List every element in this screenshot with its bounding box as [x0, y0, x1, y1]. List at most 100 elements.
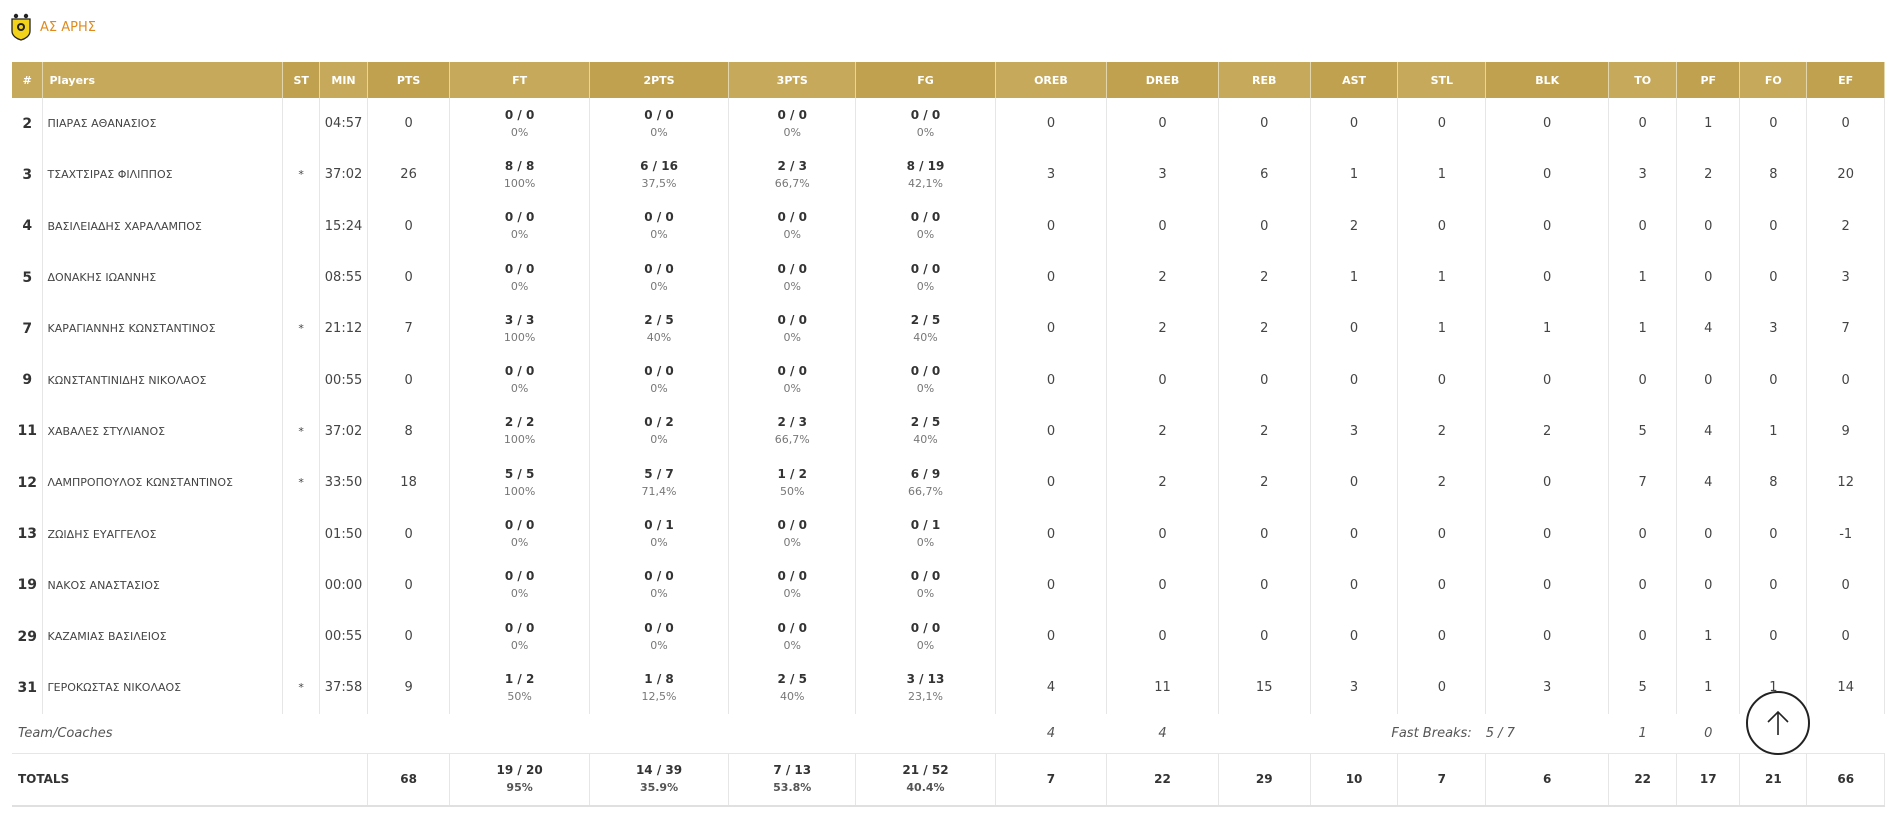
- player-name[interactable]: ΓΕΡΟΚΩΣΤΑΣ ΝΙΚΟΛΑΟΣ: [42, 662, 284, 714]
- player-name[interactable]: ΤΣΑΧΤΣΙΡΑΣ ΦΙΛΙΠΠΟΣ: [42, 149, 284, 201]
- column-header-8: FG: [855, 62, 996, 98]
- p3-made-attempted: 0 / 0: [777, 107, 807, 122]
- ft-cell: 0 / 0 0%: [449, 508, 590, 560]
- p3-made-attempted: 2 / 3: [777, 415, 807, 430]
- player-number: 2: [12, 98, 44, 150]
- column-header-3: MIN: [319, 62, 368, 98]
- ast-value: 1: [1310, 251, 1399, 304]
- starter-mark: [282, 354, 321, 406]
- fg-made-attempted: 2 / 5: [910, 312, 941, 327]
- stl-value: 0: [1397, 610, 1487, 663]
- p2-cell: 6 / 16 37,5%: [589, 149, 730, 201]
- p3-cell: 1 / 2 50%: [728, 457, 857, 509]
- points: 8: [367, 405, 451, 458]
- p2-percentage: 0%: [650, 382, 668, 396]
- player-name[interactable]: ΚΩΝΣΤΑΝΤΙΝΙΔΗΣ ΝΙΚΟΛΑΟΣ: [42, 354, 284, 406]
- p2-made-attempted: 0 / 0: [644, 569, 674, 584]
- oreb-value: 0: [995, 354, 1108, 406]
- player-name[interactable]: ΝΑΚΟΣ ΑΝΑΣΤΑΣΙΟΣ: [42, 559, 284, 611]
- to-value: 0: [1608, 610, 1678, 663]
- stl-value: 1: [1397, 149, 1487, 201]
- blk-value: 1: [1485, 303, 1610, 355]
- pf-value: 0: [1676, 200, 1741, 252]
- fg-cell: 0 / 1 0%: [855, 508, 996, 560]
- p2-made-attempted: 0 / 0: [644, 364, 674, 379]
- team-to: 1: [1638, 725, 1647, 741]
- points: 0: [367, 98, 451, 150]
- player-name[interactable]: ΛΑΜΠΡΟΠΟΥΛΟΣ ΚΩΝΣΤΑΝΤΙΝΟΣ: [42, 457, 284, 509]
- total-blk: 6: [1485, 753, 1610, 807]
- column-header-5: FT: [449, 62, 590, 98]
- p2-percentage: 0%: [650, 638, 668, 652]
- p2-percentage: 0%: [650, 433, 668, 447]
- to-value: 0: [1608, 508, 1678, 560]
- player-name[interactable]: ΒΑΣΙΛΕΙΑΔΗΣ ΧΑΡΑΛΑΜΠΟΣ: [42, 200, 284, 252]
- blk-value: 0: [1485, 354, 1610, 406]
- fo-value: 1: [1739, 405, 1808, 458]
- ft-cell: 0 / 0 0%: [449, 98, 590, 150]
- p3-cell: 2 / 3 66,7%: [728, 149, 857, 201]
- player-number: 13: [12, 508, 44, 560]
- dreb-value: 2: [1106, 405, 1219, 458]
- ast-value: 0: [1310, 559, 1399, 611]
- player-name[interactable]: ΠΙΑΡΑΣ ΑΘΑΝΑΣΙΟΣ: [42, 98, 284, 150]
- p2-made-attempted: 5 / 7: [644, 466, 674, 481]
- stl-value: 1: [1397, 251, 1487, 304]
- fo-value: 0: [1739, 251, 1808, 304]
- p2-made-attempted: 1 / 8: [644, 671, 674, 686]
- stl-value: 0: [1397, 559, 1487, 611]
- p2-percentage: 71,4%: [641, 484, 677, 498]
- player-number: 7: [12, 303, 44, 355]
- fg-made-attempted: 0 / 0: [910, 569, 941, 584]
- player-name[interactable]: ΧΑΒΑΛΕΣ ΣΤΥΛΙΑΝΟΣ: [42, 405, 284, 458]
- fo-value: 3: [1739, 303, 1808, 355]
- ef-value: 3: [1806, 251, 1885, 304]
- dreb-value: 0: [1106, 354, 1219, 406]
- fg-cell: 0 / 0 0%: [855, 200, 996, 252]
- ast-value: 0: [1310, 303, 1399, 355]
- minutes: 00:00: [319, 559, 368, 611]
- ft-percentage: 50%: [507, 689, 532, 703]
- player-number: 11: [12, 405, 44, 458]
- oreb-value: 0: [995, 405, 1108, 458]
- ft-made-attempted: 0 / 0: [504, 261, 535, 276]
- player-name[interactable]: ΚΑΖΑΜΙΑΣ ΒΑΣΙΛΕΙΟΣ: [42, 610, 284, 663]
- table-row: 9 ΚΩΝΣΤΑΝΤΙΝΙΔΗΣ ΝΙΚΟΛΑΟΣ 00:55 0 0 / 0 0% 0 /…: [12, 354, 1885, 406]
- p2-cell: 5 / 7 71,4%: [589, 457, 730, 509]
- points: 0: [367, 354, 451, 406]
- ft-made-attempted: 3 / 3: [504, 312, 535, 327]
- player-name[interactable]: ΚΑΡΑΓΙΑΝΝΗΣ ΚΩΝΣΤΑΝΤΙΝΟΣ: [42, 303, 284, 355]
- starter-mark: *: [282, 149, 321, 201]
- p3-percentage: 0%: [783, 125, 801, 139]
- reb-value: 6: [1218, 149, 1311, 201]
- player-number: 12: [12, 457, 44, 509]
- p2-made-attempted: 0 / 2: [644, 415, 674, 430]
- ft-cell: 0 / 0 0%: [449, 200, 590, 252]
- scroll-to-top-button[interactable]: [1746, 691, 1810, 755]
- ast-value: 0: [1310, 457, 1399, 509]
- column-header-0: #: [12, 62, 44, 98]
- blk-value: 0: [1485, 559, 1610, 611]
- to-value: 0: [1608, 200, 1678, 252]
- total-to: 22: [1608, 753, 1678, 807]
- reb-value: 0: [1218, 508, 1311, 560]
- team-name[interactable]: ΑΣ ΑΡΗΣ: [40, 19, 96, 35]
- fg-percentage: 0%: [916, 228, 935, 242]
- blk-value: 0: [1485, 508, 1610, 560]
- player-name[interactable]: ΖΩΙΔΗΣ ΕΥΑΓΓΕΛΟΣ: [42, 508, 284, 560]
- ast-value: 0: [1310, 508, 1399, 560]
- p3-percentage: 0%: [783, 638, 801, 652]
- player-name[interactable]: ΔΟΝΑΚΗΣ ΙΩΑΝΝΗΣ: [42, 251, 284, 304]
- minutes: 04:57: [319, 98, 368, 150]
- pf-value: 2: [1676, 149, 1741, 201]
- column-header-7: 3PTS: [728, 62, 857, 98]
- player-number: 5: [12, 251, 44, 304]
- points: 0: [367, 559, 451, 611]
- p2-cell: 0 / 0 0%: [589, 98, 730, 150]
- blk-value: 0: [1485, 98, 1610, 150]
- starter-mark: *: [282, 457, 321, 509]
- stl-value: 0: [1397, 200, 1487, 252]
- stl-value: 1: [1397, 303, 1487, 355]
- table-row: 4 ΒΑΣΙΛΕΙΑΔΗΣ ΧΑΡΑΛΑΜΠΟΣ 15:24 0 0 / 0 0% 0 / …: [12, 200, 1885, 252]
- player-number: 9: [12, 354, 44, 406]
